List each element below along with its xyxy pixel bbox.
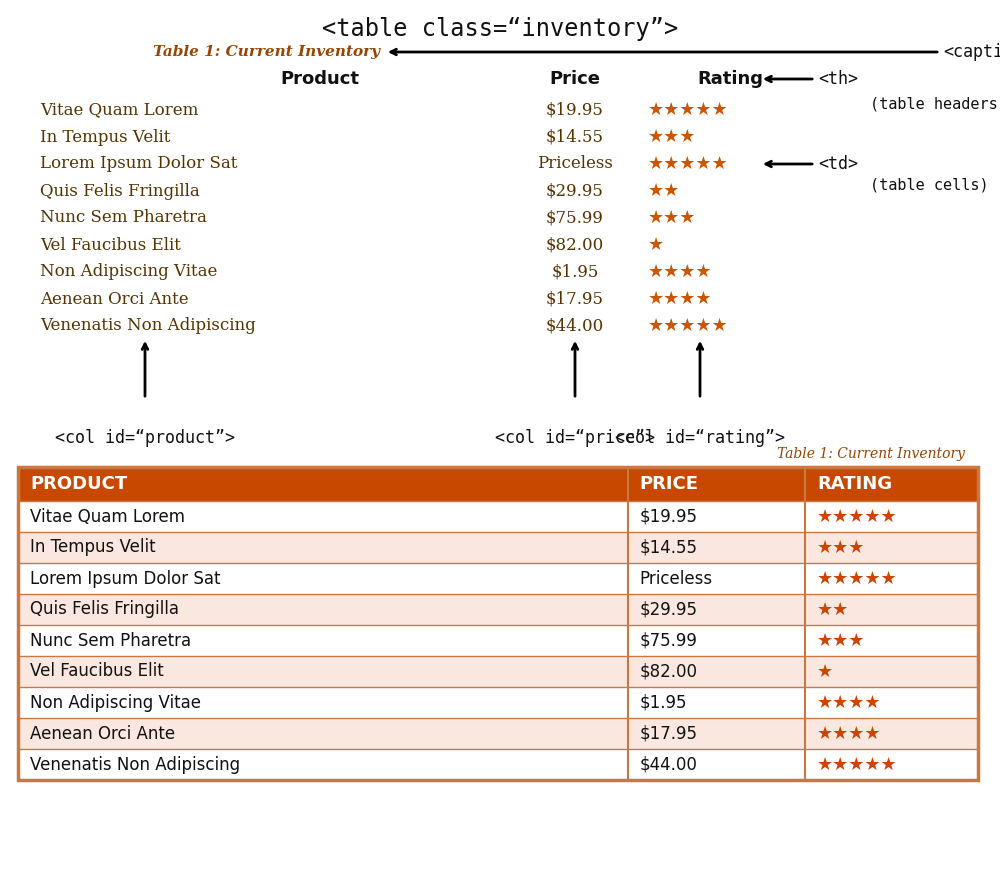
Text: $14.55: $14.55 — [640, 539, 698, 556]
Text: $75.99: $75.99 — [546, 209, 604, 227]
Bar — [18, 718, 978, 749]
Text: Venenatis Non Adipiscing: Venenatis Non Adipiscing — [40, 317, 256, 335]
Text: $75.99: $75.99 — [640, 631, 697, 650]
Bar — [18, 594, 978, 625]
Text: ★★★★★: ★★★★★ — [648, 317, 729, 335]
Text: <td>: <td> — [818, 155, 858, 173]
Text: <col id=“rating”>: <col id=“rating”> — [615, 429, 785, 447]
Text: Vel Faucibus Elit: Vel Faucibus Elit — [30, 663, 164, 680]
Text: ★★★★: ★★★★ — [817, 725, 882, 742]
Text: <caption>: <caption> — [943, 43, 1000, 61]
Text: ★★★★★: ★★★★★ — [817, 755, 898, 773]
Bar — [18, 467, 978, 501]
Text: $19.95: $19.95 — [546, 101, 604, 119]
Text: $19.95: $19.95 — [640, 508, 698, 526]
Text: ★★★★: ★★★★ — [817, 693, 882, 712]
Bar — [18, 749, 978, 780]
Text: Non Adipiscing Vitae: Non Adipiscing Vitae — [40, 263, 217, 281]
Text: Table 1: Current Inventory: Table 1: Current Inventory — [777, 447, 965, 461]
Text: Non Adipiscing Vitae: Non Adipiscing Vitae — [30, 693, 201, 712]
Text: $29.95: $29.95 — [546, 182, 604, 200]
Text: ★★★: ★★★ — [648, 209, 696, 227]
Text: Venenatis Non Adipiscing: Venenatis Non Adipiscing — [30, 755, 240, 773]
Bar — [18, 532, 978, 563]
Text: ★★★★★: ★★★★★ — [817, 569, 898, 588]
Text: Lorem Ipsum Dolor Sat: Lorem Ipsum Dolor Sat — [40, 155, 237, 173]
Text: Quis Felis Fringilla: Quis Felis Fringilla — [30, 601, 179, 618]
Text: $1.95: $1.95 — [640, 693, 687, 712]
Bar — [18, 656, 978, 687]
Text: RATING: RATING — [817, 475, 892, 493]
Text: Vitae Quam Lorem: Vitae Quam Lorem — [30, 508, 185, 526]
Text: Quis Felis Fringilla: Quis Felis Fringilla — [40, 182, 200, 200]
Text: ★★★★★: ★★★★★ — [648, 155, 729, 173]
Text: ★: ★ — [648, 236, 664, 254]
Bar — [18, 501, 978, 532]
Text: ★★★★★: ★★★★★ — [817, 508, 898, 526]
Text: $17.95: $17.95 — [546, 290, 604, 308]
Text: $1.95: $1.95 — [551, 263, 599, 281]
Text: In Tempus Velit: In Tempus Velit — [40, 128, 170, 146]
Text: (table headers): (table headers) — [870, 97, 1000, 112]
Text: Nunc Sem Pharetra: Nunc Sem Pharetra — [30, 631, 191, 650]
Text: PRODUCT: PRODUCT — [30, 475, 127, 493]
Text: Priceless: Priceless — [640, 569, 713, 588]
Text: ★★★: ★★★ — [817, 539, 866, 556]
Text: ★★: ★★ — [817, 601, 849, 618]
Text: Vitae Quam Lorem: Vitae Quam Lorem — [40, 101, 198, 119]
Text: ★★★★★: ★★★★★ — [648, 101, 729, 119]
Text: ★★★: ★★★ — [648, 128, 696, 146]
Text: $44.00: $44.00 — [640, 755, 697, 773]
Text: Priceless: Priceless — [537, 155, 613, 173]
Text: Lorem Ipsum Dolor Sat: Lorem Ipsum Dolor Sat — [30, 569, 220, 588]
Text: ★: ★ — [817, 663, 833, 680]
Text: $44.00: $44.00 — [546, 317, 604, 335]
Text: ★★: ★★ — [648, 182, 680, 200]
Text: $17.95: $17.95 — [640, 725, 698, 742]
Bar — [18, 625, 978, 656]
Text: ★★★: ★★★ — [817, 631, 866, 650]
Text: <col id=“product”>: <col id=“product”> — [55, 429, 235, 447]
Text: $82.00: $82.00 — [640, 663, 698, 680]
Text: ★★★★: ★★★★ — [648, 263, 712, 281]
Text: Table 1: Current Inventory: Table 1: Current Inventory — [153, 45, 380, 59]
Text: $82.00: $82.00 — [546, 236, 604, 254]
Text: Price: Price — [550, 70, 600, 88]
Text: Vel Faucibus Elit: Vel Faucibus Elit — [40, 236, 181, 254]
Bar — [18, 467, 978, 780]
Text: $29.95: $29.95 — [640, 601, 698, 618]
Text: <th>: <th> — [818, 70, 858, 88]
Text: <col id=“price”>: <col id=“price”> — [495, 429, 655, 447]
Bar — [18, 687, 978, 718]
Text: In Tempus Velit: In Tempus Velit — [30, 539, 156, 556]
Text: Rating: Rating — [697, 70, 763, 88]
Text: ★★★★: ★★★★ — [648, 290, 712, 308]
Text: Nunc Sem Pharetra: Nunc Sem Pharetra — [40, 209, 207, 227]
Text: Aenean Orci Ante: Aenean Orci Ante — [30, 725, 175, 742]
Text: <table class=“inventory”>: <table class=“inventory”> — [322, 17, 678, 41]
Text: (table cells): (table cells) — [870, 178, 989, 193]
Text: Aenean Orci Ante: Aenean Orci Ante — [40, 290, 189, 308]
Text: Product: Product — [280, 70, 360, 88]
Text: PRICE: PRICE — [640, 475, 699, 493]
Bar — [18, 563, 978, 594]
Text: $14.55: $14.55 — [546, 128, 604, 146]
